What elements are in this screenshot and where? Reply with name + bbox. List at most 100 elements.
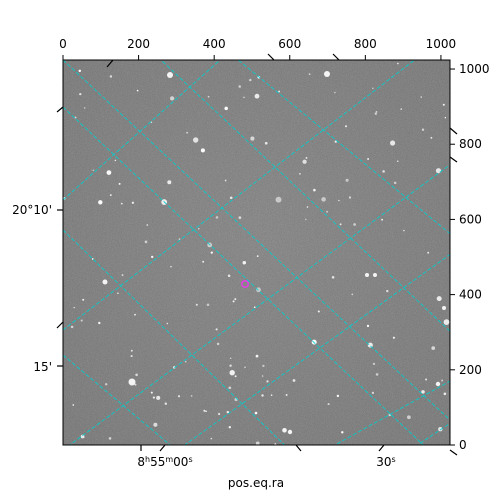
star bbox=[150, 391, 153, 394]
star bbox=[427, 251, 430, 254]
grid-line bbox=[416, 422, 450, 445]
star bbox=[351, 293, 354, 296]
star bbox=[282, 428, 287, 433]
star bbox=[285, 394, 288, 396]
star bbox=[366, 324, 370, 328]
star bbox=[202, 260, 205, 263]
star bbox=[305, 218, 307, 221]
star bbox=[98, 321, 101, 325]
star bbox=[170, 265, 172, 268]
star bbox=[345, 178, 349, 182]
star bbox=[210, 251, 213, 254]
star bbox=[190, 395, 193, 397]
axes-frame bbox=[62, 59, 451, 446]
star bbox=[255, 354, 259, 358]
bright-star bbox=[167, 72, 173, 78]
top-pixel-axis: 0 200 400 600 800 1000 bbox=[59, 37, 456, 60]
star bbox=[234, 375, 237, 378]
star bbox=[184, 360, 187, 363]
star bbox=[70, 325, 74, 329]
star bbox=[275, 196, 282, 203]
star bbox=[151, 255, 154, 259]
star bbox=[331, 275, 335, 279]
star bbox=[121, 274, 124, 277]
grid-line bbox=[63, 106, 425, 445]
star bbox=[230, 357, 232, 359]
star bbox=[78, 69, 82, 73]
star bbox=[344, 125, 348, 128]
star bbox=[441, 379, 444, 382]
star bbox=[374, 112, 377, 115]
star bbox=[167, 180, 172, 185]
star bbox=[72, 404, 75, 406]
star bbox=[442, 103, 445, 106]
star bbox=[421, 128, 425, 132]
star bbox=[367, 158, 370, 160]
star bbox=[226, 410, 230, 414]
x-axis-label: pos.eq.ra bbox=[228, 476, 284, 490]
star bbox=[306, 206, 309, 208]
star bbox=[135, 373, 138, 377]
star bbox=[436, 296, 442, 302]
star bbox=[152, 396, 155, 399]
bright-star bbox=[435, 381, 441, 387]
star bbox=[393, 181, 397, 185]
grid-line bbox=[63, 229, 286, 445]
star bbox=[341, 431, 344, 434]
star bbox=[130, 349, 133, 352]
star bbox=[292, 379, 296, 382]
star bbox=[229, 364, 232, 367]
star bbox=[169, 96, 175, 101]
star bbox=[215, 216, 219, 219]
target-marker bbox=[241, 279, 250, 288]
star bbox=[242, 261, 247, 265]
star bbox=[317, 310, 320, 313]
star bbox=[327, 403, 330, 406]
star bbox=[203, 409, 206, 412]
star bbox=[392, 336, 395, 339]
star bbox=[443, 319, 450, 325]
star bbox=[308, 73, 311, 76]
star bbox=[134, 383, 137, 386]
star bbox=[302, 159, 307, 164]
star bbox=[82, 298, 85, 301]
right-tick-label: 800 bbox=[459, 137, 482, 151]
star bbox=[305, 156, 308, 159]
top-tick-label: 800 bbox=[354, 37, 377, 51]
star bbox=[177, 395, 181, 398]
star bbox=[238, 85, 241, 88]
star bbox=[254, 93, 260, 99]
star bbox=[227, 274, 231, 278]
top-tick-label: 0 bbox=[59, 37, 67, 51]
star bbox=[131, 201, 135, 204]
top-tick-label: 600 bbox=[278, 37, 301, 51]
star bbox=[381, 218, 384, 221]
star bbox=[73, 306, 76, 309]
star bbox=[382, 170, 385, 173]
star bbox=[224, 179, 227, 182]
bright-star bbox=[128, 378, 136, 386]
ra-tick-label-2: 30s bbox=[376, 455, 395, 469]
star bbox=[403, 229, 405, 232]
star bbox=[136, 89, 139, 92]
star bbox=[298, 172, 301, 175]
star bbox=[79, 92, 82, 96]
star bbox=[130, 355, 133, 358]
star bbox=[397, 62, 399, 65]
star bbox=[106, 170, 112, 175]
star bbox=[105, 383, 108, 386]
star bbox=[205, 410, 207, 413]
star bbox=[334, 91, 336, 94]
star bbox=[153, 422, 158, 427]
star bbox=[108, 437, 112, 440]
dec-tick-label-1: 20°10' bbox=[12, 203, 52, 217]
star bbox=[386, 289, 389, 293]
bright-star bbox=[365, 273, 369, 277]
star bbox=[250, 136, 255, 141]
star bbox=[278, 90, 280, 93]
star bbox=[334, 140, 337, 143]
star bbox=[200, 148, 205, 153]
grid-line bbox=[333, 380, 450, 445]
grid-line bbox=[68, 164, 450, 445]
sky-image bbox=[63, 60, 450, 445]
